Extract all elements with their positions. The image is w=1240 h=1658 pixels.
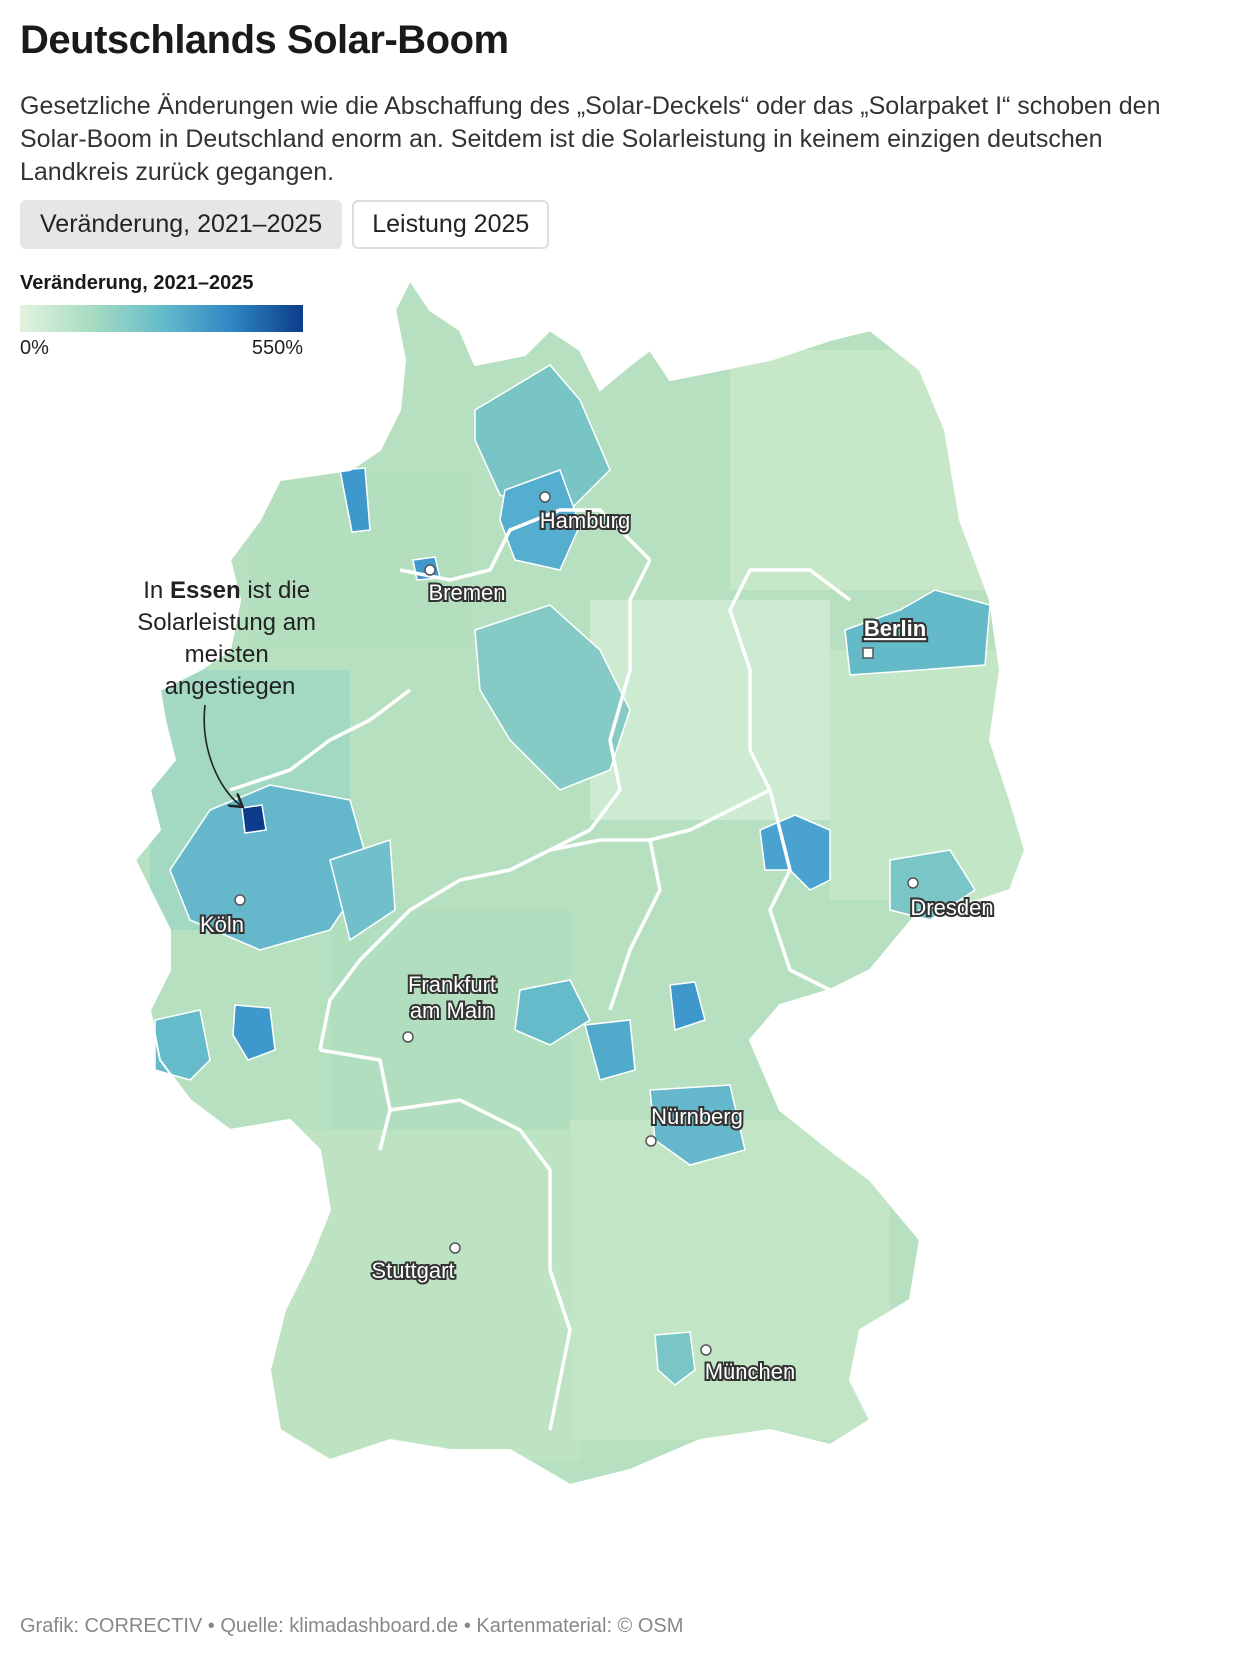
district-schleswig-holstein[interactable]: [474, 364, 611, 521]
city-label-halo: Köln: [200, 912, 244, 937]
district-berlin-area[interactable]: [844, 589, 991, 676]
district-schweinfurt[interactable]: [584, 1019, 636, 1081]
city-label-halo: München: [705, 1359, 796, 1384]
city-label: Stuttgart: [371, 1258, 454, 1283]
city-label: Berlin: [864, 616, 926, 641]
legend-max-label: 550%: [251, 337, 303, 359]
city-label: Bremen: [428, 580, 505, 605]
city-label: Hamburg: [540, 508, 630, 533]
city-label: am Main: [410, 998, 494, 1023]
state-borders: [229, 508, 852, 1431]
district-ostfriesland[interactable]: [339, 467, 371, 533]
city-marker: [907, 877, 919, 889]
city-marker: [234, 894, 246, 906]
city-label: Köln: [200, 912, 244, 937]
chart-subtitle: Gesetzliche Änderungen wie die Abschaffu…: [20, 92, 1161, 186]
district-sauerland[interactable]: [329, 838, 396, 942]
city-label: Frankfurt: [408, 972, 496, 997]
city-label-halo: Frankfurt: [408, 972, 496, 997]
district-nuernberg-area[interactable]: [649, 1084, 746, 1166]
district-leipzig[interactable]: [759, 814, 831, 891]
city-label-halo: Berlin: [864, 616, 926, 641]
annotation-text: In Essen ist die Solarleistung am meiste…: [137, 577, 322, 700]
district-essen[interactable]: [241, 804, 267, 834]
district-hamburg-area[interactable]: [499, 469, 581, 571]
district-coburg[interactable]: [669, 981, 706, 1032]
city-marker: [449, 1242, 461, 1254]
district-eifel[interactable]: [154, 1009, 211, 1081]
city-marker: [645, 1135, 657, 1147]
highlighted-districts: [154, 364, 991, 1386]
germany-outline: [133, 278, 1027, 1487]
city-label: München: [705, 1359, 796, 1384]
chart-title: Deutschlands Solar-Boom: [20, 18, 509, 62]
tab-capacity[interactable]: Leistung 2025: [352, 200, 550, 249]
color-legend: Veränderung, 2021–2025 0% 550%: [20, 272, 303, 360]
view-tabs: Veränderung, 2021–2025 Leistung 2025: [20, 200, 550, 249]
legend-min-label: 0%: [20, 337, 49, 359]
city-marker: [424, 564, 436, 576]
source-footer: Grafik: CORRECTIV • Quelle: klimadashboa…: [20, 1615, 684, 1637]
city-marker: [539, 491, 551, 503]
tab-change[interactable]: Veränderung, 2021–2025: [20, 200, 343, 249]
district-niedersachsen-east[interactable]: [474, 604, 631, 791]
germany-map[interactable]: In Essen ist die Solarleistung am meiste…: [130, 270, 1050, 1500]
city-marker: [862, 647, 874, 659]
annotation-arrow: [203, 704, 240, 805]
city-markers: HamburgHamburgBremenBremenBerlinBerlinDr…: [198, 491, 996, 1386]
city-marker: [402, 1031, 414, 1043]
city-label-halo: Hamburg: [540, 508, 630, 533]
city-label-halo: am Main: [410, 998, 494, 1023]
city-label-halo: Bremen: [428, 580, 505, 605]
city-label-halo: Dresden: [910, 895, 993, 920]
legend-title: Veränderung, 2021–2025: [20, 272, 254, 294]
district-muenchen-area[interactable]: [654, 1331, 696, 1386]
district-fulda[interactable]: [514, 979, 591, 1046]
city-label: Dresden: [910, 895, 993, 920]
city-label-halo: Stuttgart: [371, 1258, 454, 1283]
district-trier[interactable]: [232, 1004, 276, 1061]
city-label-halo: Nürnberg: [651, 1104, 743, 1129]
legend-gradient: [20, 305, 303, 332]
city-marker: [700, 1344, 712, 1356]
city-label: Nürnberg: [651, 1104, 743, 1129]
district-ruhr[interactable]: [169, 784, 371, 951]
